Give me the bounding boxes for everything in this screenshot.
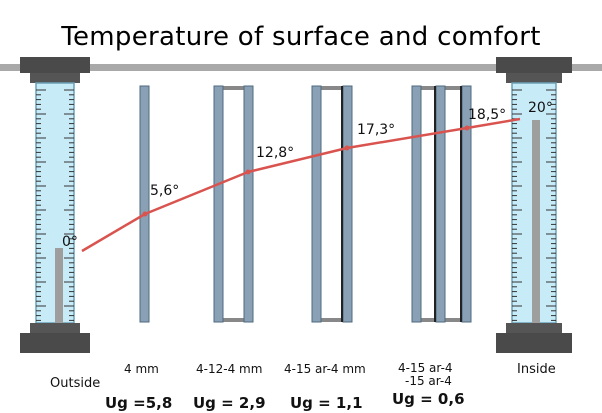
low-e-coating [460,86,462,322]
temp-label-triple-argon: 18,5° [468,107,506,123]
inside-label: Inside [517,362,556,377]
inside-thermometer-top-cap [496,57,572,73]
diagram-title: Temperature of surface and comfort [61,22,541,52]
inside-thermometer-mercury [532,120,540,323]
glass-pane [342,85,353,323]
glazing-double-argon [311,85,353,323]
temp-label-inside: 20° [528,100,553,116]
ug-value-double-argon: Ug = 1,1 [290,394,363,412]
glass-pane [243,85,254,323]
glazing-label-triple-line1: 4-15 ar-4 [398,361,453,375]
temperature-point [142,211,148,217]
glass-pane [311,85,322,323]
glazing-label-single: 4 mm [124,362,159,376]
glazing-triple-argon [411,85,472,323]
inside-thermometer-bottom-cap [496,333,572,353]
temperature-point [344,145,350,151]
temp-label-double: 12,8° [256,145,294,161]
ug-value-double: Ug = 2,9 [193,394,266,412]
outside-thermometer [20,57,90,353]
outside-thermometer-mercury [55,248,63,323]
glazing-label-double: 4-12-4 mm [196,362,262,376]
glazing-double [213,85,254,323]
glass-pane [435,85,446,323]
temp-label-outside: 0° [62,234,78,250]
ug-value-single: Ug =5,8 [105,394,172,412]
outside-thermometer-top-cap [20,57,90,73]
low-e-coating [434,86,436,322]
temperature-point [464,125,470,131]
temp-label-double-argon: 17,3° [357,122,395,138]
temperature-point [245,169,251,175]
temp-label-single: 5,6° [150,183,179,199]
top-rail [0,64,602,71]
glazing-label-double-argon: 4-15 ar-4 mm [284,362,366,376]
glass-pane [213,85,224,323]
glazing-label-triple-line2: -15 ar-4 [405,374,452,388]
temperature-line [81,117,521,253]
outside-label: Outside [50,376,100,391]
ug-value-triple-argon: Ug = 0,6 [392,390,465,408]
glass-pane [411,85,422,323]
glazing-single [139,85,150,323]
inside-thermometer [496,57,572,353]
outside-thermometer-bottom-cap [20,333,90,353]
glass-pane [139,85,150,323]
low-e-coating [341,86,343,322]
